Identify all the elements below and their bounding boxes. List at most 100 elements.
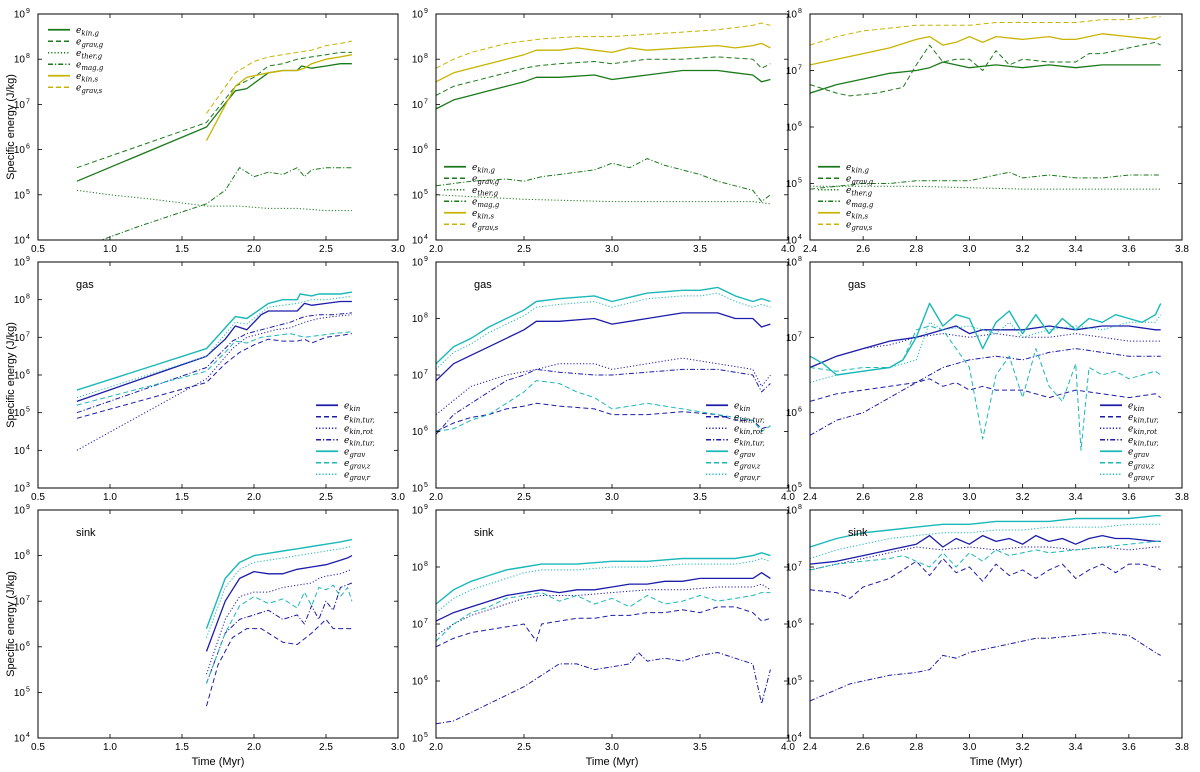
series-line-kin-tur-1 (436, 402, 771, 432)
y-tick-label: 10 (14, 258, 26, 269)
y-tick-base: 10 (786, 408, 798, 419)
y-tick-exponent: 8 (26, 53, 30, 60)
series-line-grav-s-5 (206, 40, 352, 114)
x-tick-label: 0.5 (31, 244, 45, 255)
legend-symbol: e (1128, 436, 1133, 446)
x-tick-label: 2.0 (247, 244, 261, 255)
y-tick-exponent: 6 (798, 121, 802, 128)
series-line-kin-rot-2 (810, 333, 1161, 368)
y-tick-base: 10 (14, 597, 26, 608)
y-tick-base: 10 (412, 314, 424, 325)
legend-label: ekin,tur, (344, 413, 375, 425)
series-line-grav-4 (205, 538, 353, 629)
x-tick-label: 2.8 (909, 492, 923, 503)
series-line-grav-z-5 (76, 331, 352, 406)
legend-label: ether,g (76, 49, 103, 61)
series-line-ther-g-2 (810, 185, 1161, 190)
legend-symbol: e (76, 83, 81, 93)
y-tick-base: 10 (14, 100, 26, 111)
legend-symbol: e (1128, 424, 1133, 434)
legend-subscript: grav,r (349, 474, 370, 482)
y-tick-exponent: 4 (424, 234, 428, 241)
series-line-grav-z-5 (436, 380, 771, 432)
y-tick-label: 10 (786, 677, 798, 688)
series-line-grav-g-1 (76, 51, 352, 169)
legend-symbol: e (472, 186, 477, 196)
y-tick-exponent: 9 (424, 504, 428, 511)
y-tick-base: 10 (14, 408, 26, 419)
y-tick-label: 10 (786, 179, 798, 190)
y-tick-exponent: 7 (26, 331, 30, 338)
y-tick-exponent: 6 (424, 426, 428, 433)
y-tick-exponent: 5 (26, 407, 30, 414)
x-tick-label: 1.0 (103, 244, 117, 255)
y-tick-base: 10 (786, 179, 798, 190)
x-tick-label: 2.0 (247, 742, 261, 753)
legend-label: ekin,tur, (344, 436, 375, 448)
y-tick-base: 10 (412, 236, 424, 247)
legend-label: ekin (734, 401, 751, 413)
series-line-kin-g-0 (810, 61, 1161, 94)
legend-symbol: e (472, 220, 477, 230)
y-tick-base: 10 (786, 66, 798, 77)
y-tick-base: 10 (786, 123, 798, 134)
x-tick-label: 2.8 (909, 742, 923, 753)
x-tick-label: 2.4 (803, 244, 817, 255)
x-tick-label: 1.5 (175, 742, 189, 753)
axes-frame (37, 13, 399, 241)
series-line-grav-4 (810, 515, 1161, 548)
legend-label: ekin,rot (734, 424, 763, 436)
y-tick-label: 10 (14, 408, 26, 419)
y-tick-base: 10 (412, 145, 424, 156)
legend-symbol: e (344, 413, 349, 423)
legend-symbol: e (472, 163, 477, 173)
series-line-kin-0 (205, 555, 353, 652)
legend-symbol: e (734, 413, 739, 423)
y-tick-exponent: 8 (424, 53, 428, 60)
y-tick-exponent: 8 (798, 8, 802, 15)
x-tick-label: 4.0 (781, 742, 795, 753)
series-group (205, 538, 353, 707)
legend-subscript: ther,g (477, 189, 498, 197)
series-line-kin-g-0 (76, 63, 352, 182)
legend-symbol: e (76, 26, 81, 36)
legend-subscript: kin (739, 405, 750, 413)
y-tick-base: 10 (14, 55, 26, 66)
legend-subscript: grav (1133, 451, 1149, 459)
legend-subscript: kin,rot (349, 428, 373, 436)
legend-subscript: grav,s (851, 224, 872, 232)
legend-subscript: grav,g (851, 178, 873, 186)
y-tick-base: 10 (786, 677, 798, 688)
x-tick-label: 2.0 (247, 492, 261, 503)
x-tick-label: 3.2 (1016, 742, 1030, 753)
y-tick-base: 10 (14, 145, 26, 156)
x-tick-label: 2.6 (856, 244, 870, 255)
y-tick-label: 10 (412, 371, 424, 382)
series-line-kin-s-4 (205, 54, 353, 141)
legend-symbol: e (734, 401, 739, 411)
series-line-ther-g-2 (76, 189, 352, 212)
series-group (436, 552, 771, 725)
y-tick-base: 10 (412, 734, 424, 745)
x-tick-label: 3.8 (1175, 742, 1189, 753)
legend-label: egrav,g (472, 174, 500, 186)
legend-label: ekin,g (846, 163, 870, 175)
x-tick-label: 2.8 (909, 244, 923, 255)
legend-subscript: ther,g (851, 189, 872, 197)
y-tick-exponent: 4 (26, 234, 30, 241)
y-tick-label: 10 (14, 506, 26, 517)
panel-label: sink (474, 527, 494, 539)
y-tick-exponent: 8 (798, 256, 802, 263)
x-tick-label: 2.5 (517, 742, 531, 753)
series-group (810, 515, 1161, 702)
legend-subscript: kin,tur, (1133, 416, 1158, 424)
y-tick-label: 10 (786, 123, 798, 134)
legend-label: egrav,r (734, 470, 761, 482)
y-tick-label: 10 (786, 563, 798, 574)
y-tick-base: 10 (412, 10, 424, 21)
y-tick-label: 10 (412, 10, 424, 21)
x-tick-label: 2.6 (856, 742, 870, 753)
x-tick-label: 3.8 (1175, 492, 1189, 503)
